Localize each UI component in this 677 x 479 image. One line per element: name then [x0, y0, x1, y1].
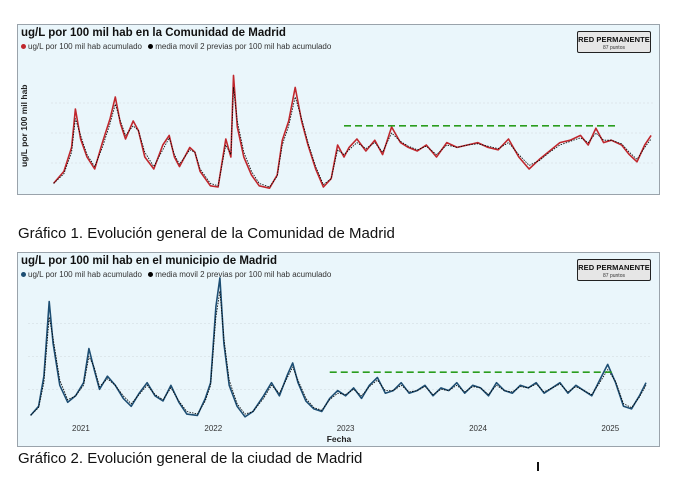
- legend-label: ug/L por 100 mil hab acumulado: [28, 270, 142, 279]
- x-tick-label: 2021: [72, 424, 90, 433]
- x-tick-label: 2024: [469, 424, 487, 433]
- chart-legend: ug/L por 100 mil hab acumulado media mov…: [21, 270, 335, 279]
- badge-subtitle: 87 puntos: [603, 273, 625, 279]
- legend-label: media movil 2 previas por 100 mil hab ac…: [155, 270, 332, 279]
- legend-dot-icon: [148, 44, 154, 50]
- badge-title: RED PERMANENTE: [578, 35, 650, 44]
- series-line-acumulado: [29, 277, 647, 418]
- legend-dot-icon: [21, 44, 26, 50]
- x-axis-label: Fecha: [327, 434, 352, 444]
- legend-label: ug/L por 100 mil hab acumulado: [28, 42, 142, 51]
- chart-panel-comunidad: ug/L por 100 mil hab en la Comunidad de …: [17, 24, 660, 195]
- legend-item-moving-average[interactable]: media movil 2 previas por 100 mil hab ac…: [148, 270, 331, 279]
- chart-legend: ug/L por 100 mil hab acumulado media mov…: [21, 42, 335, 51]
- legend-dot-icon: [148, 272, 154, 278]
- x-tick-label: 2025: [601, 424, 619, 433]
- line-chart-plot: 2021 2022 2023 2024 2025 Fecha: [28, 277, 650, 444]
- series-line-media-movil: [30, 290, 647, 416]
- legend-item-series[interactable]: ug/L por 100 mil hab acumulado: [21, 270, 142, 279]
- badge-title: RED PERMANENTE: [578, 263, 650, 272]
- chart-title: ug/L por 100 mil hab en la Comunidad de …: [21, 27, 286, 39]
- legend-dot-icon: [21, 272, 26, 278]
- x-tick-label: 2022: [204, 424, 222, 433]
- legend-item-moving-average[interactable]: media movil 2 previas por 100 mil hab ac…: [148, 42, 331, 51]
- caption-grafico-1: Gráfico 1. Evolución general de la Comun…: [18, 225, 395, 242]
- chart-title: ug/L por 100 mil hab en el municipio de …: [21, 255, 278, 267]
- x-tick-label: 2023: [337, 424, 355, 433]
- legend-item-series[interactable]: ug/L por 100 mil hab acumulado: [21, 42, 142, 51]
- series-line-acumulado: [52, 74, 652, 189]
- chart-panel-municipio: ug/L por 100 mil hab en el municipio de …: [17, 252, 660, 447]
- legend-label: media movil 2 previas por 100 mil hab ac…: [155, 42, 332, 51]
- network-badge: RED PERMANENTE 87 puntos: [577, 31, 651, 53]
- badge-subtitle: 87 puntos: [603, 45, 625, 51]
- caption-grafico-2: Gráfico 2. Evolución general de la ciuda…: [18, 450, 363, 467]
- network-badge: RED PERMANENTE 87 puntos: [577, 259, 651, 281]
- series-line-media-movil: [53, 87, 652, 188]
- stray-mark: [537, 462, 539, 471]
